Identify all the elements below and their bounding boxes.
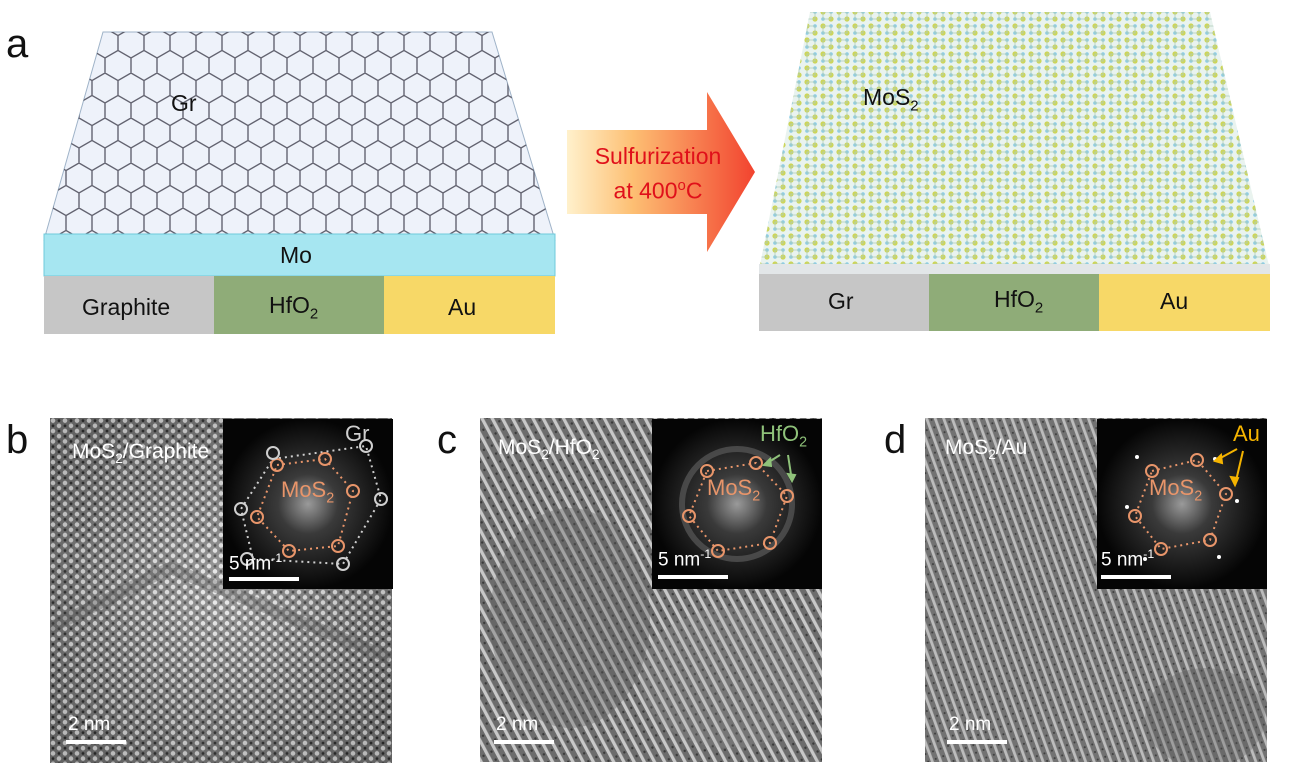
arrow-text-line2: at 400oC: [613, 177, 703, 204]
substrate-au-label: Au: [448, 294, 477, 320]
sulfurization-arrow: [567, 92, 755, 252]
fft-d-scale-bar: [1101, 575, 1171, 579]
arrow-text: Sulfurization at 400oC: [578, 142, 738, 206]
tem-b-scale-bar: [66, 740, 126, 744]
left-stack-diagram: [43, 31, 556, 334]
graphene-label: Gr: [171, 90, 197, 116]
tem-b-title: MoS2/Graphite: [72, 440, 210, 467]
tem-b-scale-text: 2 nm: [68, 714, 111, 735]
substrate-gr-label: Gr: [828, 288, 854, 314]
fft-d-au-label: Au: [1233, 421, 1260, 446]
fft-c-hfo2-label: HfO2: [760, 421, 808, 451]
tem-c-scale-text: 2 nm: [496, 714, 539, 735]
tem-c-title: MoS2/HfO2: [498, 436, 600, 463]
tem-image-c: MoS2/HfO2 2 nm: [480, 418, 822, 762]
right-stack-diagram: [759, 12, 1270, 331]
fft-d-scale-text: 5 nm-1: [1101, 547, 1155, 571]
fft-inset-c: MoS2 HfO2 5 nm-1: [652, 419, 822, 589]
fft-b-gr-label: Gr: [345, 421, 370, 446]
substrate-au-right-label: Au: [1160, 288, 1189, 314]
fft-b-scale-bar: [229, 577, 299, 581]
tem-d-title: MoS2/Au: [945, 436, 1028, 463]
substrate-graphite-label: Graphite: [82, 294, 171, 320]
tem-d-scale-text: 2 nm: [949, 714, 992, 735]
fft-c-mos2-label: MoS2: [707, 475, 761, 505]
panel-d-letter: d: [884, 418, 907, 462]
fft-b-mos2-label: MoS2: [281, 477, 335, 507]
tem-d-scale-bar: [947, 740, 1007, 744]
mos2-film-label: MoS2: [863, 84, 919, 115]
mo-label: Mo: [280, 242, 312, 268]
panel-c-letter: c: [437, 418, 457, 462]
substrate-hfo2-right-label: HfO2: [994, 286, 1044, 317]
substrate-hfo2-label: HfO2: [269, 292, 319, 323]
fft-inset-b: MoS2 Gr 5 nm-1: [223, 419, 393, 589]
fft-c-scale-bar: [658, 575, 728, 579]
fft-d-mos2-label: MoS2: [1149, 475, 1203, 505]
fft-b-scale-text: 5 nm-1: [229, 551, 283, 575]
tem-c-scale-bar: [494, 740, 554, 744]
panel-a-letter: a: [6, 22, 29, 66]
panel-b-letter: b: [6, 418, 29, 462]
fft-inset-d: MoS2 Au 5 nm-1: [1097, 419, 1267, 589]
fft-c-scale-text: 5 nm-1: [658, 547, 712, 571]
arrow-text-line1: Sulfurization: [594, 143, 722, 169]
